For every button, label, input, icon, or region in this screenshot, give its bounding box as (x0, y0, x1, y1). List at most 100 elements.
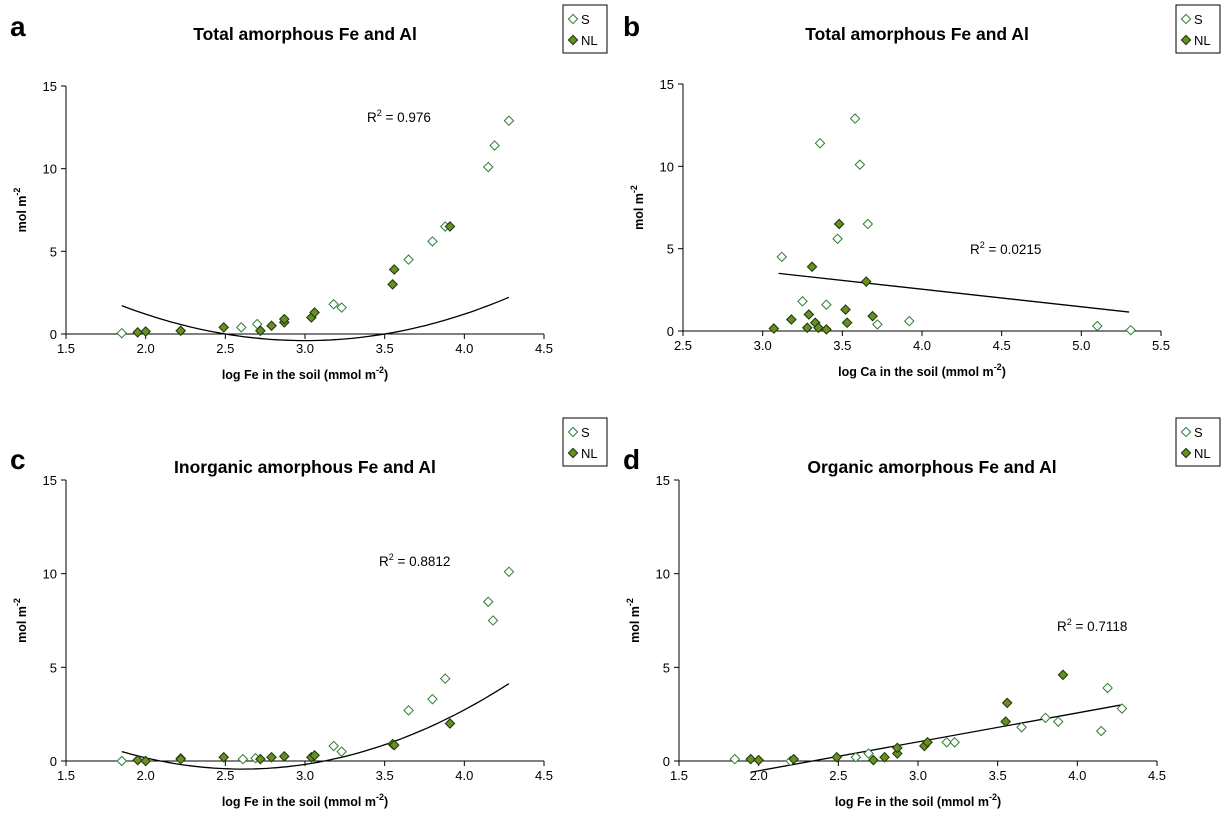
chart-a: a Total amorphous Fe and Al 1.5 2.0 2.5 3.0 3.… (10, 4, 608, 382)
chart-title: Total amorphous Fe and Al (193, 24, 417, 44)
y-tick-label: 5 (50, 660, 57, 675)
data-point-s (849, 113, 861, 124)
legend-label-s: S (1194, 425, 1203, 440)
x-tick-label: 1.5 (57, 768, 75, 783)
data-point-nl (821, 323, 832, 335)
data-point-s (776, 251, 788, 263)
data-point-s (237, 753, 249, 765)
data-point-nl (388, 264, 400, 275)
data-point-nl (140, 326, 152, 337)
data-point-nl (841, 317, 853, 329)
y-axis-label: mol m-2 (625, 598, 642, 643)
x-tick-label: 2.5 (829, 768, 847, 783)
r-squared-label: R2 = 0.0215 (970, 240, 1041, 257)
x-tick-label: 5.5 (1152, 338, 1170, 353)
y-tick-label: 5 (667, 242, 674, 257)
data-point-s (489, 140, 500, 151)
panel-b: b Total amorphous Fe and Al 2.5 3.0 3.5 4.0 4.… (613, 0, 1225, 413)
chart-b: b Total amorphous Fe and Al 2.5 3.0 3.5 4.0 4.… (623, 4, 1221, 379)
data-point-s (1116, 703, 1128, 714)
y-tick-label: 10 (656, 567, 670, 582)
data-point-s (863, 748, 874, 759)
legend: S NL (562, 4, 608, 54)
x-tick-label: 1.5 (57, 341, 75, 356)
x-axis-label: log Ca in the soil (mmol m-2) (838, 362, 1006, 379)
x-tick-label: 4.0 (455, 341, 473, 356)
legend-marker-nl (567, 34, 579, 46)
y-tick-label: 0 (50, 327, 57, 342)
chart-title: Total amorphous Fe and Al (805, 24, 1029, 44)
x-tick-label: 4.5 (535, 341, 553, 356)
data-point-nl (175, 753, 187, 765)
data-point-nl (860, 276, 872, 287)
legend-marker-nl (1180, 447, 1192, 459)
x-tick-label: 2.5 (216, 341, 234, 356)
data-point-nl (831, 751, 843, 763)
data-point-s (872, 319, 883, 330)
legend-label-nl: NL (1194, 446, 1211, 461)
legend-label-s: S (1194, 12, 1203, 27)
data-point-s (403, 705, 414, 716)
data-point-s (336, 302, 347, 313)
data-point-nl (753, 754, 765, 766)
data-point-nl (387, 279, 399, 290)
legend-marker-s (1180, 13, 1192, 25)
data-point-nl (833, 218, 845, 230)
data-point-nl (255, 753, 266, 765)
legend: S NL (1175, 4, 1221, 54)
data-point-nl (218, 322, 230, 333)
legend-marker-s (1180, 426, 1192, 438)
data-point-s (1095, 725, 1107, 737)
data-point-s (949, 736, 960, 748)
data-point-nl (891, 748, 903, 759)
y-tick-label: 0 (50, 754, 57, 769)
x-tick-label: 2.5 (674, 338, 692, 353)
data-point-nl (266, 751, 277, 763)
data-point-s (1016, 721, 1027, 733)
data-point-s (328, 740, 339, 752)
x-tick-label: 3.5 (833, 338, 851, 353)
data-point-nl (768, 323, 780, 334)
data-point-s (1125, 324, 1137, 336)
data-point-s (729, 753, 741, 765)
y-tick-label: 15 (43, 79, 57, 94)
y-tick-label: 15 (43, 473, 57, 488)
data-point-nl (745, 753, 757, 765)
x-tick-label: 3.5 (989, 768, 1007, 783)
legend-label-s: S (581, 425, 590, 440)
y-tick-label: 15 (660, 77, 674, 92)
legend-box (562, 4, 608, 54)
data-point-nl (922, 736, 933, 748)
legend-marker-nl (1180, 34, 1192, 46)
data-point-nl (891, 742, 903, 754)
data-point-nl (444, 718, 456, 729)
y-axis-label: mol m-2 (12, 188, 29, 233)
data-point-s (482, 596, 494, 608)
trend-line (121, 296, 510, 342)
data-point-nl (879, 751, 890, 763)
data-point-nl (309, 750, 320, 761)
data-point-nl (444, 221, 456, 232)
legend-marker-s (567, 426, 579, 438)
x-tick-label: 3.0 (296, 341, 314, 356)
y-axis-label: mol m-2 (629, 185, 646, 230)
data-point-nl (788, 753, 800, 765)
data-point-nl (278, 313, 290, 325)
r-squared-label: R2 = 0.8812 (379, 552, 450, 569)
panel-letter: a (10, 11, 26, 42)
data-point-nl (309, 307, 320, 318)
data-point-nl (813, 322, 824, 334)
chart-title: Inorganic amorphous Fe and Al (174, 457, 436, 477)
legend-label-nl: NL (1194, 33, 1211, 48)
x-tick-label: 2.0 (137, 768, 155, 783)
legend-label-s: S (581, 12, 590, 27)
data-point-nl (806, 261, 818, 273)
y-tick-label: 5 (50, 244, 57, 259)
legend-label-nl: NL (581, 446, 598, 461)
data-point-nl (1001, 697, 1013, 709)
legend-box (562, 417, 608, 467)
panel-letter: c (10, 444, 26, 475)
data-point-nl (140, 755, 152, 767)
legend-box (1175, 417, 1221, 467)
data-point-s (503, 115, 515, 127)
